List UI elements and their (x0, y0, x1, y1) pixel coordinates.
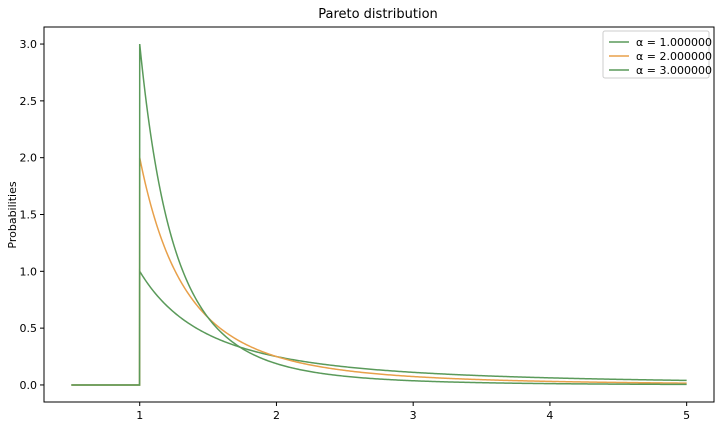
y-tick-label: 0.5 (20, 322, 38, 335)
legend-label-3: α = 3.000000 (636, 64, 712, 77)
x-tick-label: 5 (683, 409, 690, 422)
y-ticks: 0.0 0.5 1.0 1.5 2.0 2.5 3.0 (20, 38, 44, 392)
legend-box (602, 30, 710, 79)
series-line-1 (71, 268, 687, 386)
y-tick-label: 2.5 (20, 95, 38, 108)
x-tick-label: 3 (410, 409, 417, 422)
chart-title: Pareto distribution (318, 7, 438, 22)
y-tick-label: 1.5 (20, 209, 38, 222)
x-tick-label: 1 (136, 409, 143, 422)
y-tick-label: 3.0 (20, 38, 38, 51)
y-tick-label: 1.0 (20, 265, 38, 278)
x-ticks: 1 2 3 4 5 (136, 402, 690, 422)
y-tick-label: 0.0 (20, 379, 38, 392)
x-tick-label: 4 (546, 409, 553, 422)
y-axis-label: Probabilities (6, 181, 19, 248)
series-line-3 (71, 43, 687, 386)
legend-label-1: α = 1.000000 (636, 36, 712, 49)
y-tick-label: 2.0 (20, 152, 38, 165)
legend-label-2: α = 2.000000 (636, 50, 712, 63)
series-line-2 (71, 157, 687, 386)
series-layer (71, 43, 687, 386)
x-tick-label: 2 (273, 409, 280, 422)
